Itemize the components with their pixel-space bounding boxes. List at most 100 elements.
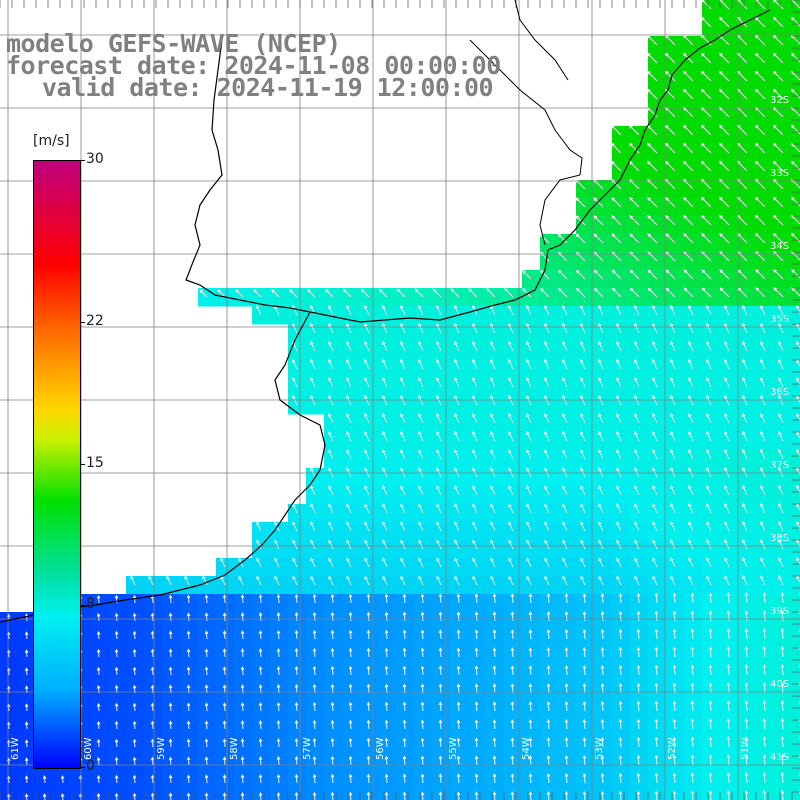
- wind-cell: [576, 504, 595, 523]
- wind-arrow: [132, 774, 137, 784]
- wind-cell: [144, 792, 163, 800]
- wind-arrow: [708, 664, 713, 676]
- wind-cell: [684, 648, 703, 667]
- wind-arrow: [310, 575, 316, 586]
- wind-cell: [378, 450, 397, 469]
- wind-cell: [684, 306, 703, 325]
- wind-cell: [774, 558, 793, 577]
- wind-arrow: [742, 502, 748, 514]
- wind-cell: [432, 378, 451, 397]
- wind-arrow: [688, 448, 694, 460]
- wind-cell: [342, 648, 361, 667]
- wind-arrow: [504, 288, 514, 298]
- wind-cell: [414, 792, 433, 800]
- wind-arrow: [490, 358, 496, 370]
- wind-arrow: [310, 322, 316, 334]
- wind-cell: [306, 324, 325, 343]
- wind-arrow: [490, 413, 496, 424]
- wind-arrow: [634, 394, 640, 406]
- wind-cell: [684, 684, 703, 703]
- wind-cell: [576, 738, 595, 757]
- wind-arrow: [418, 394, 424, 406]
- wind-arrow: [772, 196, 784, 208]
- wind-arrow: [780, 681, 785, 694]
- wind-cell: [378, 702, 397, 721]
- wind-arrow: [400, 340, 406, 352]
- wind-cell: [684, 594, 703, 613]
- wind-cell: [540, 666, 559, 685]
- wind-arrow: [364, 304, 370, 316]
- wind-cell: [756, 414, 775, 433]
- wind-arrow: [780, 591, 785, 604]
- wind-arrow: [616, 521, 622, 532]
- wind-cell: [162, 702, 181, 721]
- wind-arrow: [778, 304, 784, 316]
- wind-arrow: [670, 448, 676, 460]
- wind-arrow: [690, 646, 695, 658]
- wind-cell: [756, 684, 775, 703]
- wind-cell: [360, 648, 379, 667]
- wind-arrow: [526, 394, 532, 406]
- wind-arrow: [24, 739, 29, 748]
- colorbar-tick-label: 0: [86, 758, 95, 774]
- wind-arrow: [418, 485, 424, 496]
- wind-cell: [540, 522, 559, 541]
- wind-cell: [306, 396, 325, 415]
- wind-cell: [738, 378, 757, 397]
- wind-cell: [360, 504, 379, 523]
- wind-arrow: [438, 593, 443, 604]
- wind-arrow: [526, 521, 532, 532]
- wind-arrow: [528, 629, 533, 640]
- wind-cell: [288, 396, 307, 415]
- wind-arrow: [564, 629, 569, 640]
- wind-cell: [666, 576, 685, 595]
- wind-arrow: [724, 557, 730, 568]
- wind-cell: [90, 684, 109, 703]
- wind-cell: [486, 576, 505, 595]
- wind-cell: [576, 360, 595, 379]
- wind-arrow: [474, 755, 479, 766]
- wind-arrow: [382, 467, 388, 478]
- wind-cell: [306, 702, 325, 721]
- longitude-label: 55W: [448, 737, 459, 760]
- wind-cell: [684, 666, 703, 685]
- wind-arrow: [708, 754, 713, 766]
- wind-arrow: [420, 593, 425, 604]
- wind-arrow: [778, 466, 784, 478]
- wind-arrow: [240, 756, 245, 766]
- wind-arrow: [366, 611, 371, 622]
- wind-arrow: [508, 503, 514, 514]
- wind-arrow: [382, 431, 388, 442]
- wind-cell: [468, 522, 487, 541]
- wind-cell: [594, 324, 613, 343]
- wind-arrow: [510, 737, 515, 748]
- wind-cell: [108, 594, 127, 613]
- wind-arrow: [436, 485, 442, 496]
- wind-arrow: [492, 701, 497, 712]
- wind-cell: [720, 792, 739, 800]
- wind-cell: [162, 774, 181, 793]
- wind-cell: [522, 648, 541, 667]
- wind-cell: [756, 522, 775, 541]
- wind-arrow: [664, 124, 676, 136]
- wind-cell: [306, 612, 325, 631]
- wind-cell: [342, 504, 361, 523]
- wind-arrow: [508, 431, 514, 442]
- wind-cell: [342, 522, 361, 541]
- wind-cell: [612, 594, 631, 613]
- wind-cell: [0, 630, 19, 649]
- wind-arrow: [528, 665, 533, 676]
- wind-arrow: [436, 521, 442, 532]
- wind-arrow: [346, 467, 352, 478]
- wind-arrow: [204, 720, 209, 730]
- wind-cell: [396, 360, 415, 379]
- wind-cell: [0, 684, 19, 703]
- wind-cell: [432, 306, 451, 325]
- wind-arrow: [690, 790, 695, 800]
- wind-cell: [198, 612, 217, 631]
- wind-cell: [216, 648, 235, 667]
- wind-cell: [486, 738, 505, 757]
- wind-cell: [684, 612, 703, 631]
- wind-arrow: [382, 322, 388, 334]
- wind-cell: [738, 540, 757, 559]
